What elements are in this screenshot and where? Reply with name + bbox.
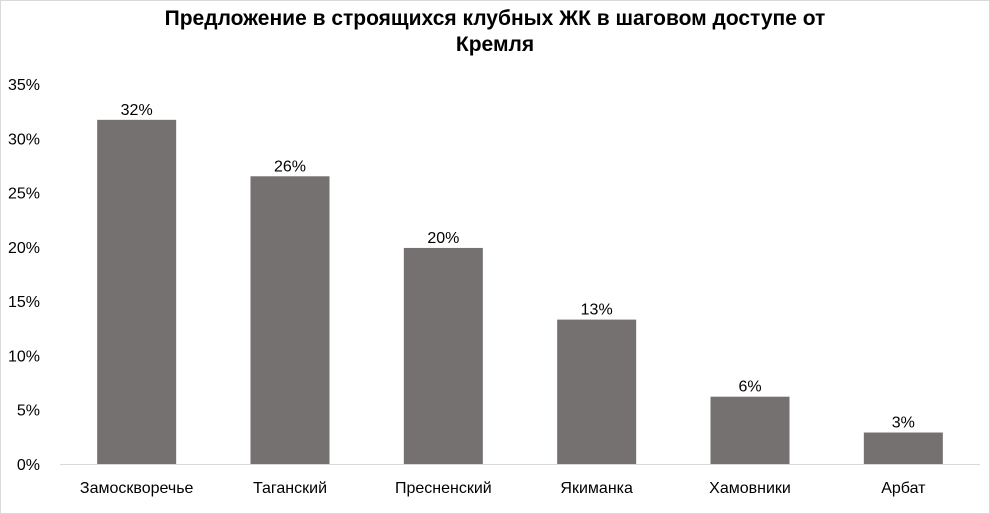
x-tick-label: Пресненский [395,480,492,497]
x-tick-label: Таганский [253,480,327,497]
bar [250,176,330,465]
y-tick-label: 25% [8,186,40,203]
y-tick-label: 0% [17,457,40,474]
bar [403,247,483,464]
data-label: 6% [738,379,761,396]
data-label: 26% [274,158,306,175]
x-tick-label: Хамовники [709,480,791,497]
data-label: 3% [892,415,915,432]
x-tick-label: Арбат [881,480,926,497]
chart-title-line-2: Кремля [455,33,535,56]
data-labels: 32% 26% 20% 13% 6% 3% [121,102,915,432]
data-label: 20% [427,230,459,247]
y-tick-label: 30% [8,131,40,148]
x-tick-label: Якиманка [560,480,633,497]
chart-title: Предложение в строящихся клубных ЖК в ша… [0,6,990,58]
data-label: 13% [581,302,613,319]
y-axis-ticks: 0% 5% 10% 15% 20% 25% 30% 35% [8,77,40,474]
bar [97,119,177,464]
y-tick-label: 10% [8,348,40,365]
bar [557,319,637,464]
data-label: 32% [121,102,153,119]
y-tick-label: 5% [17,403,40,420]
x-axis-labels: Замоскворечье Таганский Пресненский Якиманк… [80,480,926,497]
y-tick-label: 20% [8,240,40,257]
x-tick-label: Замоскворечье [80,480,194,497]
bar [863,432,943,464]
bars [97,119,943,465]
bar [710,396,790,464]
chart-title-line-1: Предложение в строящихся клубных ЖК в ша… [164,7,826,30]
y-tick-label: 15% [8,294,40,311]
y-tick-label: 35% [8,77,40,94]
